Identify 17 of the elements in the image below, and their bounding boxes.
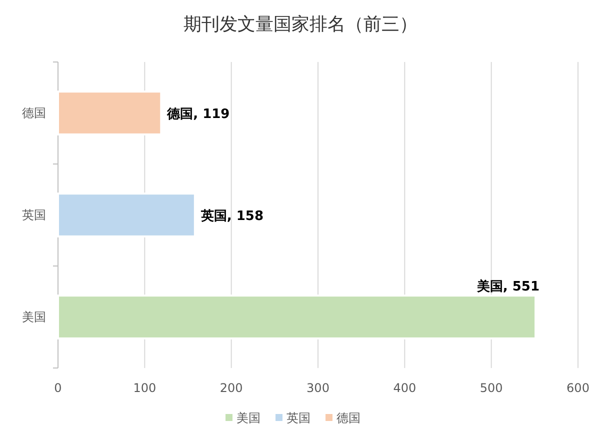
ytick: 美国: [22, 310, 46, 324]
data-label: 美国, 551: [476, 280, 540, 295]
xtick: 0: [54, 381, 62, 395]
data-label: 德国, 119: [167, 107, 230, 122]
ytick: 德国: [22, 106, 46, 120]
ytick: 英国: [22, 208, 46, 222]
xtick: 100: [133, 381, 156, 395]
legend-label: 英国: [286, 411, 310, 425]
xtick: 500: [480, 381, 503, 395]
xtick: 400: [393, 381, 416, 395]
data-label: 英国, 158: [200, 209, 264, 224]
title: 期刊发文量国家排名（前三）: [184, 14, 418, 35]
xtick: 300: [306, 381, 330, 395]
xtick: 200: [220, 381, 243, 395]
legend-label: 美国: [236, 411, 260, 425]
xtick: 600: [566, 381, 590, 395]
legend-label: 德国: [336, 411, 360, 425]
